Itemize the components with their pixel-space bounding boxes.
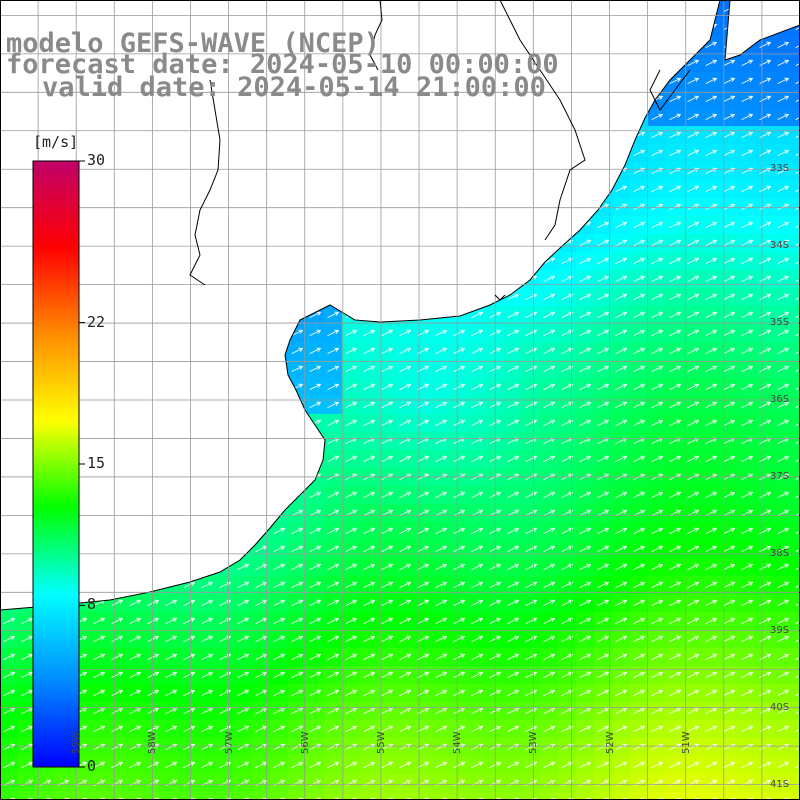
latitude-label: 40S: [770, 701, 790, 713]
longitude-label: 52W: [604, 731, 616, 754]
latitude-label: 33S: [770, 163, 790, 175]
colorbar: [32, 160, 80, 768]
longitude-label: 57W: [223, 731, 235, 754]
longitude-label: 55W: [375, 731, 387, 754]
longitude-label: 51W: [680, 731, 692, 754]
longitude-label: 58W: [147, 731, 159, 754]
longitude-label: 54W: [452, 731, 464, 754]
colorbar-ticks: [79, 160, 85, 768]
longitude-label: 59W: [71, 731, 83, 754]
valid-date: valid date: 2024-05-14 21:00:00: [42, 72, 546, 103]
latitude-label: 36S: [770, 394, 790, 405]
colorbar-tick-label: 30: [87, 151, 106, 169]
colorbar-tick-label: 15: [87, 454, 106, 472]
latitude-label: 34S: [770, 240, 790, 252]
latitude-label: 41S: [770, 778, 790, 790]
longitude-label: 56W: [299, 731, 311, 754]
forecast-date: forecast date: 2024-05-10 00:00:00: [6, 49, 559, 80]
colorbar-unit: [m/s]: [33, 133, 79, 151]
colorbar-tick-label: 0: [87, 757, 97, 775]
latitude-label: 37S: [770, 470, 790, 482]
latitude-label: 39S: [770, 624, 790, 636]
land-mass: [0, 0, 721, 611]
borders: [189, 0, 691, 301]
latitude-label: 35S: [770, 317, 790, 329]
colorbar-tick-label: 22: [87, 312, 106, 331]
colorbar-tick-label: 8: [87, 595, 97, 614]
latitude-label: 38S: [770, 547, 790, 559]
longitude-label: 53W: [528, 731, 540, 754]
model-title: modelo GEFS-WAVE (NCEP): [6, 28, 380, 59]
